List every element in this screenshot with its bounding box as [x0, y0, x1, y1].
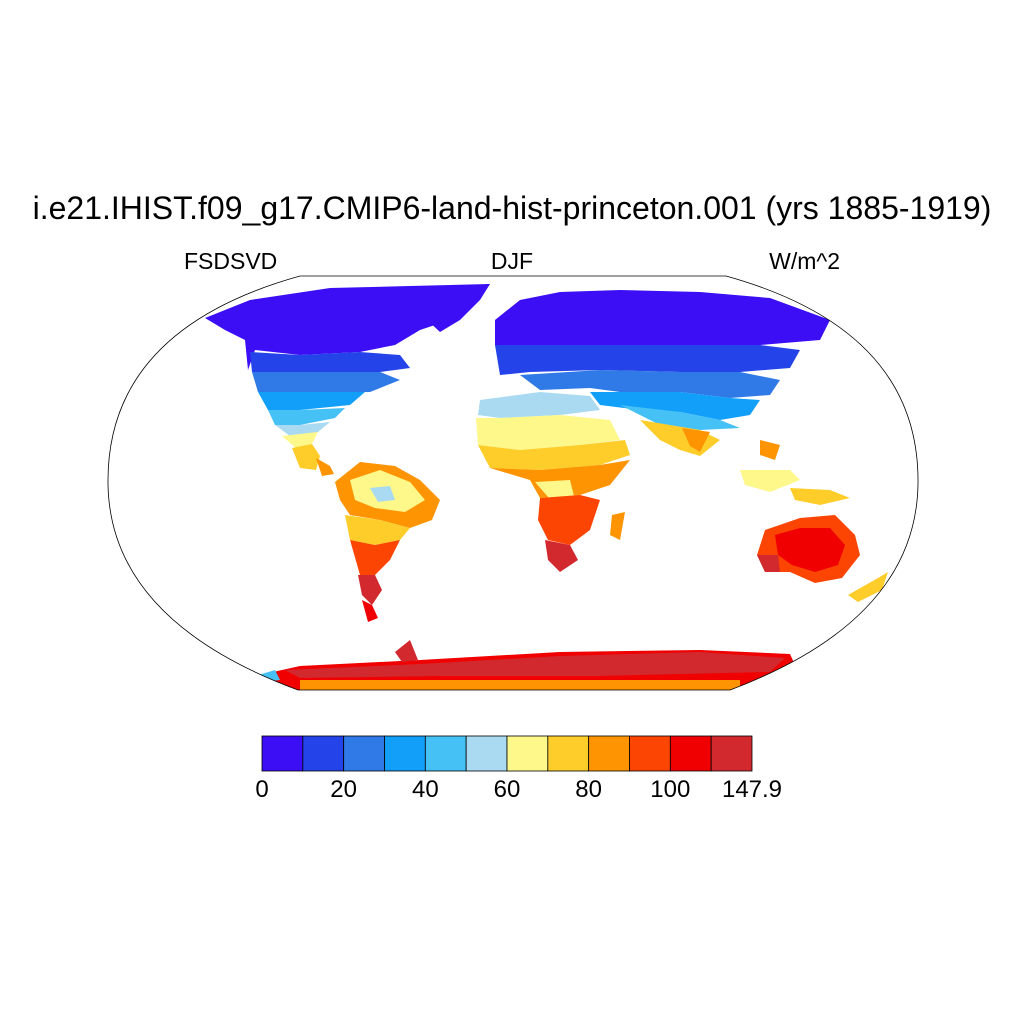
- colorbar-swatch: [506, 735, 549, 772]
- colorbar-tick-label: 60: [493, 776, 521, 803]
- colorbar-tick-label: 80: [575, 776, 603, 803]
- colorbar-swatch: [302, 735, 345, 772]
- colorbar: [261, 735, 753, 772]
- landmass-africa: [476, 392, 630, 572]
- colorbar-swatch: [424, 735, 467, 772]
- colorbar-tick-label: 40: [411, 776, 439, 803]
- plot-title: i.e21.IHIST.f09_g17.CMIP6-land-hist-prin…: [32, 190, 992, 226]
- landmass-eurasia: [495, 290, 830, 456]
- colorbar-swatch: [710, 735, 753, 772]
- colorbar-swatch: [343, 735, 385, 772]
- colorbar-swatch: [384, 735, 426, 772]
- colorbar-swatch: [465, 735, 508, 772]
- season-label: DJF: [490, 248, 534, 274]
- globe-outline: [107, 275, 919, 691]
- landmass-antarctica: [255, 640, 800, 690]
- landmass-south-america: [335, 462, 440, 622]
- landmass-maritime-asia: [740, 440, 850, 505]
- colorbar-swatch: [261, 735, 304, 772]
- units-label: W/m^2: [769, 248, 840, 274]
- colorbar-swatch: [547, 735, 590, 772]
- colorbar-tick-label: 147.9: [721, 776, 783, 803]
- landmass-australia: [757, 515, 888, 602]
- colorbar-tick-label: 0: [255, 776, 269, 803]
- colorbar-swatch: [629, 735, 671, 772]
- colorbar-swatch: [588, 735, 630, 772]
- landmass-greenland: [410, 284, 490, 332]
- colorbar-swatch: [669, 735, 712, 772]
- variable-label: FSDSVD: [184, 248, 278, 274]
- colorbar-tick-label: 20: [330, 776, 358, 803]
- colorbar-tick-label: 100: [650, 776, 691, 803]
